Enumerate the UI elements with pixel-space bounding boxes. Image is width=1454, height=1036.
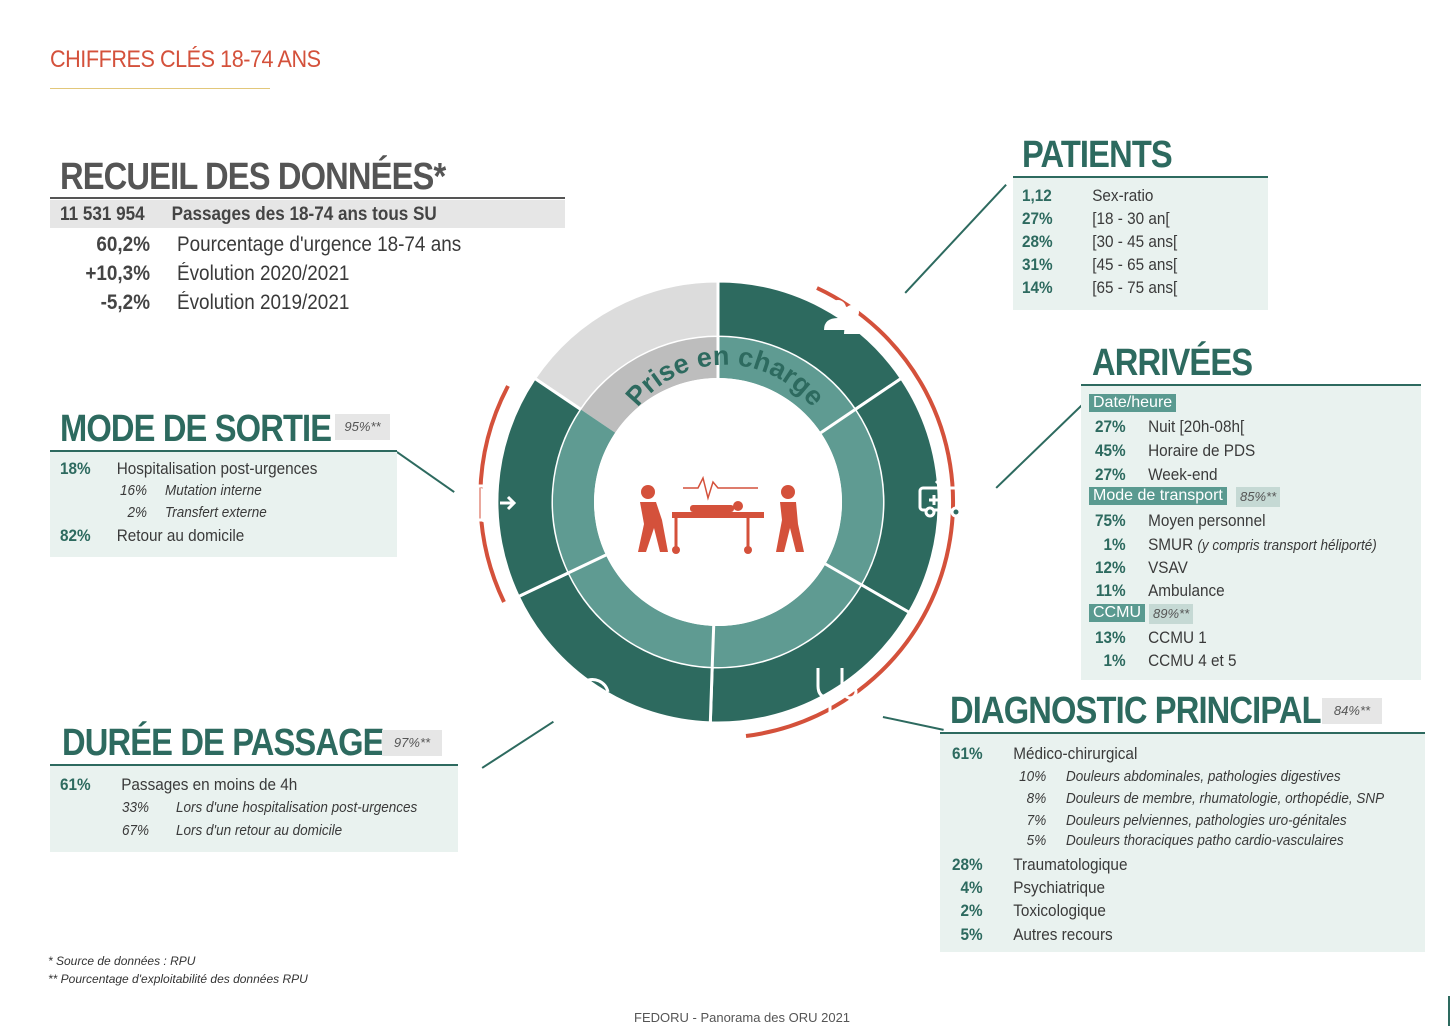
diagnostic-row: 28% Traumatologique bbox=[952, 855, 1128, 874]
recueil-row: -5,2% Évolution 2019/2021 bbox=[100, 291, 350, 314]
recueil-row: 60,2% Pourcentage d'urgence 18-74 ans bbox=[96, 233, 462, 256]
duree-box bbox=[50, 766, 458, 852]
diagnostic-row: 5% Autres recours bbox=[960, 925, 1113, 944]
patients-box bbox=[1013, 178, 1268, 310]
inner-ring-grey bbox=[581, 337, 718, 433]
duree-subrow: 33% Lors d'une hospitalisation post-urgen… bbox=[122, 799, 418, 816]
sortie-badge: 95%** bbox=[335, 414, 390, 440]
footnote-source: * Source de données : RPU bbox=[48, 954, 196, 968]
sortie-title: MODE DE SORTIE bbox=[60, 408, 332, 450]
duree-badge: 97%** bbox=[382, 730, 442, 756]
patients-row: 31% [45 - 65 ans[ bbox=[1022, 255, 1178, 274]
ambulance-icon bbox=[918, 478, 970, 518]
arrivees-row: 1% SMUR (y compris transport héliporté) bbox=[1103, 535, 1377, 554]
diagnostic-box bbox=[940, 734, 1425, 952]
arrivees-rule bbox=[1081, 384, 1421, 386]
arrivees-box bbox=[1081, 386, 1421, 680]
diagnostic-subrow: 5% Douleurs thoraciques patho cardio-vasc… bbox=[1026, 832, 1344, 849]
duree-rule bbox=[50, 764, 458, 766]
exit-icon bbox=[476, 484, 517, 527]
recueil-highlight bbox=[50, 200, 565, 228]
arrivees-row: 1% CCMU 4 et 5 bbox=[1103, 651, 1237, 670]
arrivees-row: 75% Moyen personnel bbox=[1095, 511, 1266, 530]
stretcher-icon bbox=[638, 475, 804, 554]
accent-arc-left bbox=[478, 385, 510, 603]
patients-row: 27% [18 - 30 an[ bbox=[1022, 209, 1170, 228]
recueil-row: 11 531 954 Passages des 18-74 ans tous SU bbox=[60, 204, 437, 225]
diagnostic-subrow: 10% Douleurs abdominales, pathologies dig… bbox=[1019, 768, 1341, 785]
arrivees-row: 13% CCMU 1 bbox=[1095, 628, 1207, 647]
diagnostic-row: 2% Toxicologique bbox=[960, 901, 1106, 920]
patients-rule bbox=[1013, 176, 1268, 178]
arrivees-row: 12% VSAV bbox=[1095, 558, 1188, 577]
diagnostic-rule bbox=[940, 732, 1425, 734]
recueil-row: +10,3% Évolution 2020/2021 bbox=[85, 262, 350, 285]
diagnostic-row: 61% Médico-chirurgical bbox=[952, 744, 1138, 763]
sortie-row: 18% Hospitalisation post-urgences bbox=[60, 459, 318, 478]
accent-arc-right bbox=[745, 286, 956, 738]
sortie-rule bbox=[50, 450, 397, 452]
sortie-box bbox=[50, 452, 397, 557]
tag-transport: Mode de transport bbox=[1089, 487, 1227, 505]
sortie-subrow: 2% Transfert externe bbox=[127, 504, 267, 521]
diagnostic-row: 4% Psychiatrique bbox=[960, 878, 1106, 897]
sortie-row: 82% Retour au domicile bbox=[60, 526, 245, 545]
page-footer: FEDORU - Panorama des ORU 2021 bbox=[634, 1010, 851, 1025]
leader-sortie bbox=[396, 451, 455, 493]
arrivees-row: 27% Nuit [20h-08h[ bbox=[1095, 417, 1245, 436]
ccmu-badge: 89%** bbox=[1149, 604, 1194, 624]
transport-badge: 85%** bbox=[1236, 487, 1281, 507]
patients-row: 28% [30 - 45 ans[ bbox=[1022, 232, 1178, 251]
arrivees-row: 45% Horaire de PDS bbox=[1095, 441, 1256, 460]
page-edge-mark bbox=[1448, 996, 1450, 1026]
diagnostic-subrow: 7% Douleurs pelviennes, pathologies uro-g… bbox=[1026, 812, 1347, 829]
arrivees-row: 11% Ambulance bbox=[1095, 581, 1225, 600]
timer-icon bbox=[574, 678, 613, 714]
duree-title: DURÉE DE PASSAGE bbox=[62, 722, 384, 764]
recueil-rule bbox=[50, 197, 565, 199]
tag-date: Date/heure bbox=[1089, 394, 1177, 412]
title-rule bbox=[50, 88, 270, 89]
page-title: CHIFFRES CLÉS 18-74 ANS bbox=[50, 46, 321, 73]
patients-row: 14% [65 - 75 ans[ bbox=[1022, 278, 1178, 297]
patients-title: PATIENTS bbox=[1022, 134, 1173, 176]
duree-row: 61% Passages en moins de 4h bbox=[60, 775, 298, 794]
arrivees-row: 27% Week-end bbox=[1095, 465, 1218, 484]
duree-subrow: 67% Lors d'un retour au domicile bbox=[122, 822, 343, 839]
diagnostic-badge: 84%** bbox=[1322, 698, 1382, 724]
patients-row: 1,12 Sex-ratio bbox=[1022, 186, 1154, 205]
diagnostic-title: DIAGNOSTIC PRINCIPAL bbox=[950, 690, 1322, 732]
diagnostic-subrow: 8% Douleurs de membre, rhumatologie, orth… bbox=[1026, 790, 1385, 807]
stethoscope-icon bbox=[816, 668, 858, 722]
tag-ccmu: CCMU bbox=[1089, 604, 1145, 622]
sortie-subrow: 16% Mutation interne bbox=[120, 482, 262, 499]
patients-icon bbox=[824, 300, 866, 334]
recueil-title: RECUEIL DES DONNÉES* bbox=[60, 156, 446, 198]
footnote-exploitability: ** Pourcentage d'exploitabilité des donn… bbox=[48, 972, 308, 986]
arrivees-title: ARRIVÉES bbox=[1092, 342, 1253, 384]
care-donut: Prise en charge bbox=[476, 279, 970, 738]
